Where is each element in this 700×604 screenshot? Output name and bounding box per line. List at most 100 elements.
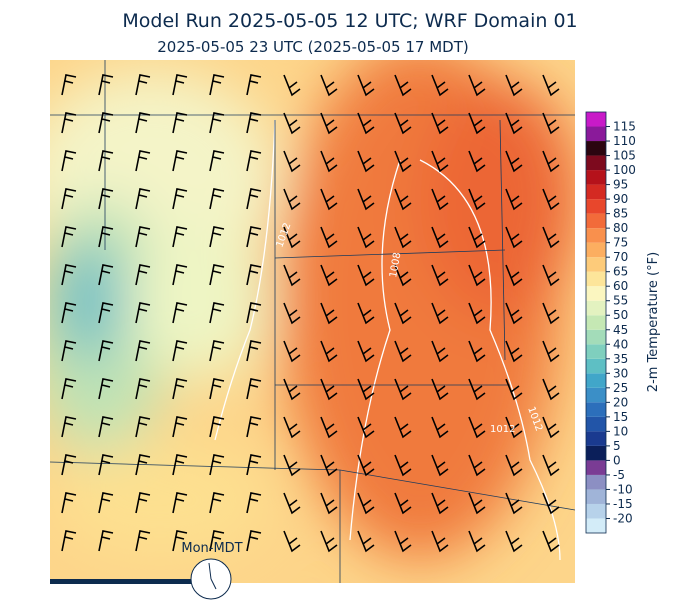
colorbar-band <box>586 431 606 446</box>
wind-barb <box>320 378 338 401</box>
colorbar-label: 2-m Temperature (°F) <box>646 252 661 392</box>
wind-barb <box>135 226 151 248</box>
wind-barb <box>505 150 523 173</box>
colorbar-tick-label: 5 <box>613 439 621 453</box>
wind-barb <box>209 150 225 172</box>
colorbar-tick-label: 100 <box>613 163 636 177</box>
clock-label: Mon-MDT <box>181 541 242 556</box>
wind-barb <box>394 530 412 553</box>
wind-barb <box>431 74 449 97</box>
colorbar-band <box>586 242 606 258</box>
wind-barb <box>172 378 188 400</box>
wind-barb <box>468 112 486 135</box>
colorbar-tick-label: 75 <box>613 236 628 250</box>
wind-barb <box>61 74 77 96</box>
wind-barb <box>135 150 151 172</box>
wind-barb <box>394 264 412 287</box>
wind-barb <box>542 74 560 97</box>
colorbar-band <box>586 271 606 287</box>
wind-barb <box>357 378 375 401</box>
wind-barb <box>431 226 449 249</box>
wind-barb <box>61 454 77 476</box>
wind-barb <box>246 492 262 514</box>
wind-barb <box>135 530 151 552</box>
wind-barb <box>246 226 262 248</box>
wind-barb <box>394 302 412 325</box>
wind-barb <box>505 416 523 439</box>
wind-barb <box>468 264 486 287</box>
wind-barb <box>468 188 486 211</box>
colorbar-band <box>586 445 606 461</box>
wind-barb <box>61 530 77 552</box>
wind-barb <box>542 150 560 173</box>
wind-barb <box>98 492 114 514</box>
wind-barb <box>283 454 301 477</box>
wind-barb <box>209 74 225 96</box>
wind-barb <box>172 112 188 134</box>
wind-barb <box>246 112 262 134</box>
wind-barb <box>357 226 375 249</box>
wind-barb <box>357 416 375 439</box>
wind-barb <box>172 416 188 438</box>
wind-barb <box>431 302 449 325</box>
wind-barb <box>431 264 449 287</box>
wind-barb <box>283 492 301 515</box>
wind-barb <box>246 302 262 324</box>
wind-barb <box>505 492 523 515</box>
colorbar-tick-label: 80 <box>613 221 628 235</box>
wind-barb <box>431 492 449 515</box>
contour-label: 1012 <box>490 424 515 435</box>
wind-barb <box>542 378 560 401</box>
wind-barb <box>505 264 523 287</box>
title: Model Run 2025-05-05 12 UTC; WRF Domain … <box>122 10 577 32</box>
wind-barb <box>135 492 151 514</box>
wind-barb <box>172 492 188 514</box>
wind-barb <box>357 302 375 325</box>
wind-barb <box>209 188 225 210</box>
wind-barb <box>542 416 560 439</box>
colorbar-band <box>586 460 606 475</box>
wind-barb <box>394 112 412 135</box>
wind-barb <box>135 112 151 134</box>
wind-barb <box>357 74 375 97</box>
wind-barb <box>98 530 114 552</box>
wind-barb <box>320 416 338 439</box>
wind-barb <box>172 74 188 96</box>
wind-barb <box>542 226 560 249</box>
wind-barb <box>542 302 560 325</box>
wind-barb <box>505 226 523 249</box>
wind-barb <box>172 226 188 248</box>
wind-barb <box>320 74 338 97</box>
colorbar-tick-label: -15 <box>613 497 633 511</box>
colorbar-band <box>586 329 606 345</box>
wind-barb <box>468 74 486 97</box>
wind-barb <box>505 340 523 363</box>
colorbar-band <box>586 257 606 272</box>
wind-barb <box>172 340 188 362</box>
wind-barb <box>135 416 151 438</box>
wind-barb <box>209 378 225 400</box>
colorbar-band <box>586 315 606 330</box>
wind-barb <box>283 264 301 287</box>
colorbar-band <box>586 402 606 417</box>
wind-barb <box>431 150 449 173</box>
wind-barb <box>394 454 412 477</box>
colorbar-tick-label: 10 <box>613 424 628 438</box>
wind-barb <box>505 112 523 135</box>
wind-barb <box>98 264 114 286</box>
wind-barb <box>283 340 301 363</box>
wind-barb <box>468 416 486 439</box>
wind-barb <box>394 150 412 173</box>
wind-barb <box>394 378 412 401</box>
colorbar-tick-label: 45 <box>613 323 628 337</box>
wind-barb <box>542 112 560 135</box>
wind-barb <box>320 150 338 173</box>
wind-barb <box>320 454 338 477</box>
colorbar-band <box>586 170 606 185</box>
colorbar: -20-15-10-505101520253035404550556065707… <box>585 111 636 534</box>
wind-barb <box>505 378 523 401</box>
progress-bar <box>50 579 192 584</box>
colorbar-tick-label: 85 <box>613 207 628 221</box>
wind-barb <box>98 454 114 476</box>
wind-barb <box>431 378 449 401</box>
